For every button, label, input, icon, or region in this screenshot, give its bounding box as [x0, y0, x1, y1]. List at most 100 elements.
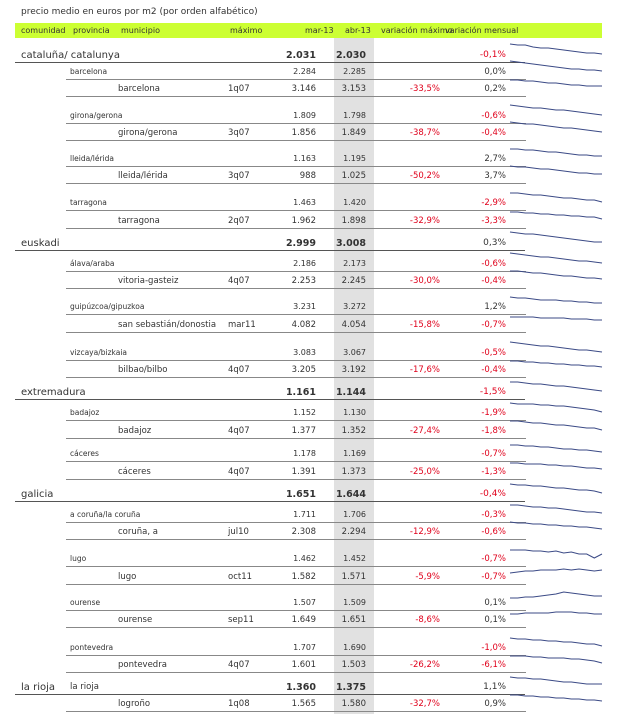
- row-divider: [66, 420, 526, 421]
- row-variacion-mensual: -1,5%: [479, 387, 506, 397]
- row-mar13: 1.391: [291, 467, 316, 477]
- sparkline-series: [510, 591, 602, 599]
- header-mar13: mar-13: [305, 26, 334, 35]
- sparkline-series: [510, 148, 602, 157]
- row-maximo: 4q07: [228, 660, 250, 670]
- row-mar13: 1.178: [293, 449, 316, 458]
- sparkline-series: [510, 655, 603, 664]
- row-abr13: 1.025: [341, 171, 366, 181]
- row-name: lleida/lérida: [118, 171, 168, 181]
- row-name: galicia: [21, 489, 54, 500]
- row-variacion-mensual: 0,1%: [484, 615, 506, 625]
- table-caption: precio medio en euros por m2 (por orden …: [21, 7, 258, 17]
- row-abr13: 1.169: [343, 449, 366, 458]
- sparkline-series: [509, 402, 603, 413]
- row-abr13: 3.153: [341, 84, 366, 94]
- row-divider: [66, 123, 526, 124]
- row-mar13: 1.360: [285, 682, 316, 693]
- row-abr13: 2.285: [343, 67, 366, 76]
- row-divider: [15, 501, 525, 502]
- row-abr13: 1.452: [343, 554, 366, 563]
- row-maximo: oct11: [228, 572, 253, 582]
- sparkline: [509, 121, 603, 133]
- row-name: pontevedra: [70, 643, 114, 652]
- row-maximo: 1q07: [228, 84, 250, 94]
- row-name: barcelona: [118, 84, 160, 94]
- row-variacion-maximo: -17,6%: [409, 365, 440, 375]
- row-divider: [66, 314, 526, 315]
- row-mar13: 1.962: [291, 216, 316, 226]
- row-maximo: mar11: [228, 320, 256, 330]
- row-variacion-mensual: 0,1%: [484, 598, 506, 608]
- row-name: cáceres: [118, 467, 151, 477]
- row-mar13: 3.083: [293, 348, 316, 357]
- row-abr13: 1.375: [335, 682, 366, 693]
- row-divider: [15, 62, 525, 63]
- row-mar13: 2.284: [293, 67, 316, 76]
- row-divider: [66, 711, 526, 712]
- row-mar13: 2.031: [285, 50, 316, 61]
- row-variacion-mensual: -2,9%: [481, 198, 506, 208]
- row-mar13: 1.601: [291, 660, 316, 670]
- sparkline: [509, 252, 603, 264]
- sparkline-series: [510, 611, 602, 615]
- sparkline-series: [509, 60, 603, 72]
- row-divider: [66, 360, 526, 361]
- row-divider: [66, 584, 526, 585]
- row-variacion-maximo: -27,4%: [409, 426, 440, 436]
- row-variacion-maximo: -33,5%: [409, 84, 440, 94]
- row-maximo: 2q07: [228, 216, 250, 226]
- row-name: san sebastián/donostia: [118, 320, 217, 330]
- sparkline: [510, 211, 603, 220]
- row-variacion-maximo: -38,7%: [409, 128, 440, 138]
- row-variacion-mensual: -0,7%: [481, 572, 506, 582]
- row-divider: [66, 332, 526, 333]
- row-name: lleida/lérida: [70, 154, 114, 163]
- sparkline: [510, 549, 603, 559]
- row-maximo: sep11: [228, 615, 254, 625]
- row-variacion-mensual: 1,1%: [483, 682, 506, 692]
- row-variacion-maximo: -25,0%: [409, 467, 440, 477]
- header-provincia: provincia: [73, 26, 110, 35]
- row-abr13: 1.706: [343, 510, 366, 519]
- row-mar13: 1.462: [293, 554, 316, 563]
- row-name: cáceres: [70, 449, 99, 458]
- row-divider: [66, 672, 526, 673]
- sparkline-series: [509, 637, 603, 647]
- row-divider: [15, 694, 525, 695]
- sparkline-series: [510, 420, 603, 431]
- row-mar13: 2.253: [291, 276, 316, 286]
- row-mar13: 1.582: [291, 572, 316, 582]
- row-mar13: 988: [299, 171, 316, 181]
- row-name: girona/gerona: [70, 111, 123, 120]
- sparkline: [509, 483, 603, 494]
- sparkline: [510, 611, 602, 615]
- row-abr13: 1.798: [343, 111, 366, 120]
- row-name: pontevedra: [118, 660, 167, 670]
- sparkline-series: [509, 104, 603, 116]
- row-abr13: 1.690: [343, 643, 366, 652]
- sparkline-series: [510, 270, 603, 280]
- sparkline-series: [509, 165, 602, 175]
- row-variacion-maximo: -8,6%: [415, 615, 440, 625]
- row-variacion-mensual: -1,3%: [481, 467, 506, 477]
- row-name: lugo: [70, 554, 87, 563]
- row-maximo: 1q08: [228, 699, 250, 709]
- row-mar13: 1.651: [285, 489, 316, 500]
- row-name: ourense: [70, 598, 101, 607]
- row-abr13: 1.571: [341, 572, 366, 582]
- sparkline: [510, 148, 602, 157]
- row-name: lugo: [118, 572, 137, 582]
- sparkline-series: [509, 231, 602, 243]
- header-municipio: municipio: [121, 26, 160, 35]
- sparkline-series: [509, 121, 603, 133]
- row-variacion-mensual: -1,8%: [481, 426, 506, 436]
- row-maximo: 3q07: [228, 128, 250, 138]
- row-maximo: 4q07: [228, 365, 250, 375]
- row-mar13: 1.152: [293, 408, 316, 417]
- row-variacion-maximo: -26,2%: [409, 660, 440, 670]
- row-name: vitoria-gasteiz: [118, 276, 179, 286]
- row-name: la rioja: [21, 682, 55, 693]
- header-abr13: abr-13: [345, 26, 371, 35]
- row-divider: [66, 183, 526, 184]
